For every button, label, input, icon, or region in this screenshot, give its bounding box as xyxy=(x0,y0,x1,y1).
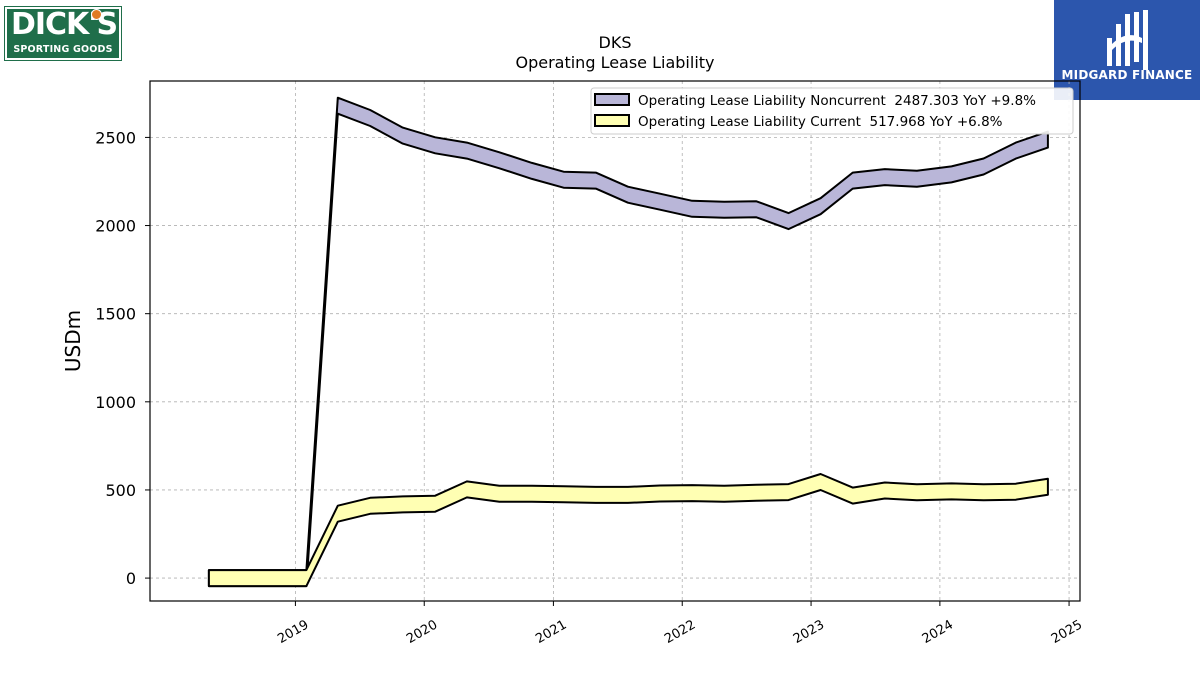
y-tick-label: 1500 xyxy=(95,305,136,324)
chart-title: DKS xyxy=(599,33,632,52)
basketball-icon xyxy=(91,9,102,20)
x-tick-label: 2024 xyxy=(920,617,956,647)
legend-label-noncurrent: Operating Lease Liability Noncurrent 248… xyxy=(638,93,1036,109)
grid xyxy=(150,81,1080,601)
x-tick-label: 2023 xyxy=(791,617,827,647)
legend-label-current: Operating Lease Liability Current 517.96… xyxy=(638,114,1003,130)
midgard-emblem-icon xyxy=(1107,10,1148,70)
midgard-finance-logo: MIDGARD FINANCE xyxy=(1054,0,1200,100)
y-tick-label: 500 xyxy=(105,481,136,500)
series-line-noncurrent xyxy=(207,96,1049,588)
x-tick-label: 2021 xyxy=(533,617,569,647)
plot-frame xyxy=(149,80,1081,602)
y-tick-label: 2500 xyxy=(95,128,136,147)
legend: Operating Lease Liability Noncurrent 248… xyxy=(590,87,1074,135)
logo-left-subtitle: SPORTING GOODS xyxy=(13,44,113,55)
x-tick-label: 2025 xyxy=(1049,617,1085,647)
legend-swatch-current xyxy=(594,114,630,127)
series-line-current xyxy=(207,473,1049,588)
y-tick-label: 1000 xyxy=(95,393,136,412)
y-axis-label: USDm xyxy=(61,310,85,372)
y-ticks: 0 500 1000 1500 2000 2500 xyxy=(95,128,150,588)
x-tick-label: 2022 xyxy=(662,617,698,647)
x-tick-label: 2019 xyxy=(275,617,311,647)
legend-box xyxy=(590,87,1074,135)
x-ticks: 2019 2020 2021 2022 2023 2024 2025 xyxy=(275,601,1085,647)
y-tick-label: 0 xyxy=(126,569,136,588)
x-tick-label: 2020 xyxy=(404,617,440,647)
logo-right-name: MIDGARD FINANCE xyxy=(1061,68,1193,82)
series-lines xyxy=(207,96,1049,588)
chart-subtitle: Operating Lease Liability xyxy=(515,53,714,72)
legend-swatch-noncurrent xyxy=(594,93,630,106)
y-tick-label: 2000 xyxy=(95,217,136,236)
dicks-sporting-goods-logo: DICK'S SPORTING GOODS xyxy=(5,7,121,60)
